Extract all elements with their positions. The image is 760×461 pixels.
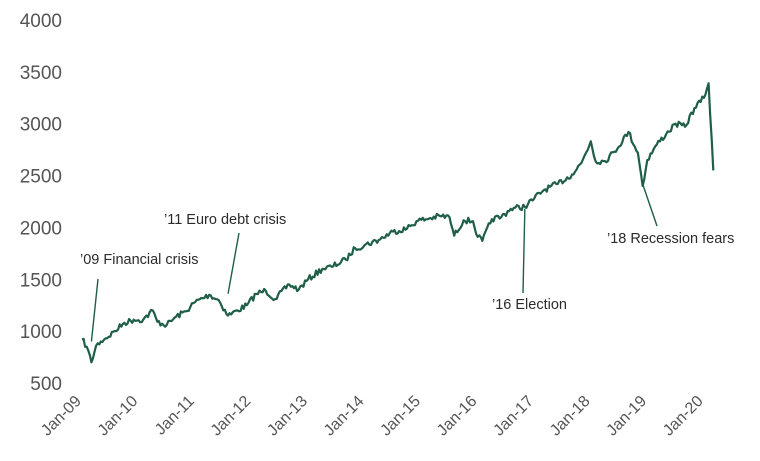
x-tick-label: Jan-18 [547, 393, 594, 440]
x-tick-label: Jan-14 [321, 393, 368, 440]
annotation-label: ’09 Financial crisis [80, 252, 198, 268]
y-axis: 500 1000 1500 2000 2500 3000 3500 4000 [20, 11, 62, 395]
x-tick-label: Jan-10 [95, 393, 142, 440]
x-tick-label: Jan-13 [264, 393, 311, 440]
y-tick-label: 2500 [20, 167, 62, 188]
annotation-leader [227, 232, 240, 294]
x-tick-label: Jan-11 [152, 393, 198, 439]
x-tick-label: Jan-15 [377, 393, 424, 440]
annotation-leader [641, 183, 658, 227]
x-tick-label: Jan-16 [434, 393, 481, 440]
y-tick-label: 1500 [20, 270, 62, 291]
annotation-label: ’16 Election [492, 297, 567, 313]
x-tick-label: Jan-20 [660, 393, 707, 440]
annotation-label: ’18 Recession fears [607, 231, 734, 247]
y-tick-label: 500 [30, 374, 62, 395]
annotations: ’09 Financial crisis ’11 Euro debt crisis… [80, 183, 734, 342]
x-axis: Jan-09 Jan-10 Jan-11 Jan-12 Jan-13 Jan-14 Jan-… [38, 393, 707, 440]
y-tick-label: 1000 [20, 322, 62, 343]
annotation-label: ’11 Euro debt crisis [164, 212, 286, 228]
y-tick-label: 2000 [20, 218, 62, 239]
series-line [81, 82, 715, 364]
x-tick-label: Jan-17 [490, 393, 537, 440]
x-tick-label: Jan-09 [38, 393, 85, 440]
y-tick-label: 3500 [20, 63, 62, 84]
y-tick-label: 4000 [20, 11, 62, 32]
x-tick-label: Jan-19 [604, 393, 651, 440]
annotation-leader [90, 278, 99, 342]
y-tick-label: 3000 [20, 115, 62, 136]
annotation-leader [522, 208, 526, 294]
x-tick-label: Jan-12 [208, 393, 255, 440]
